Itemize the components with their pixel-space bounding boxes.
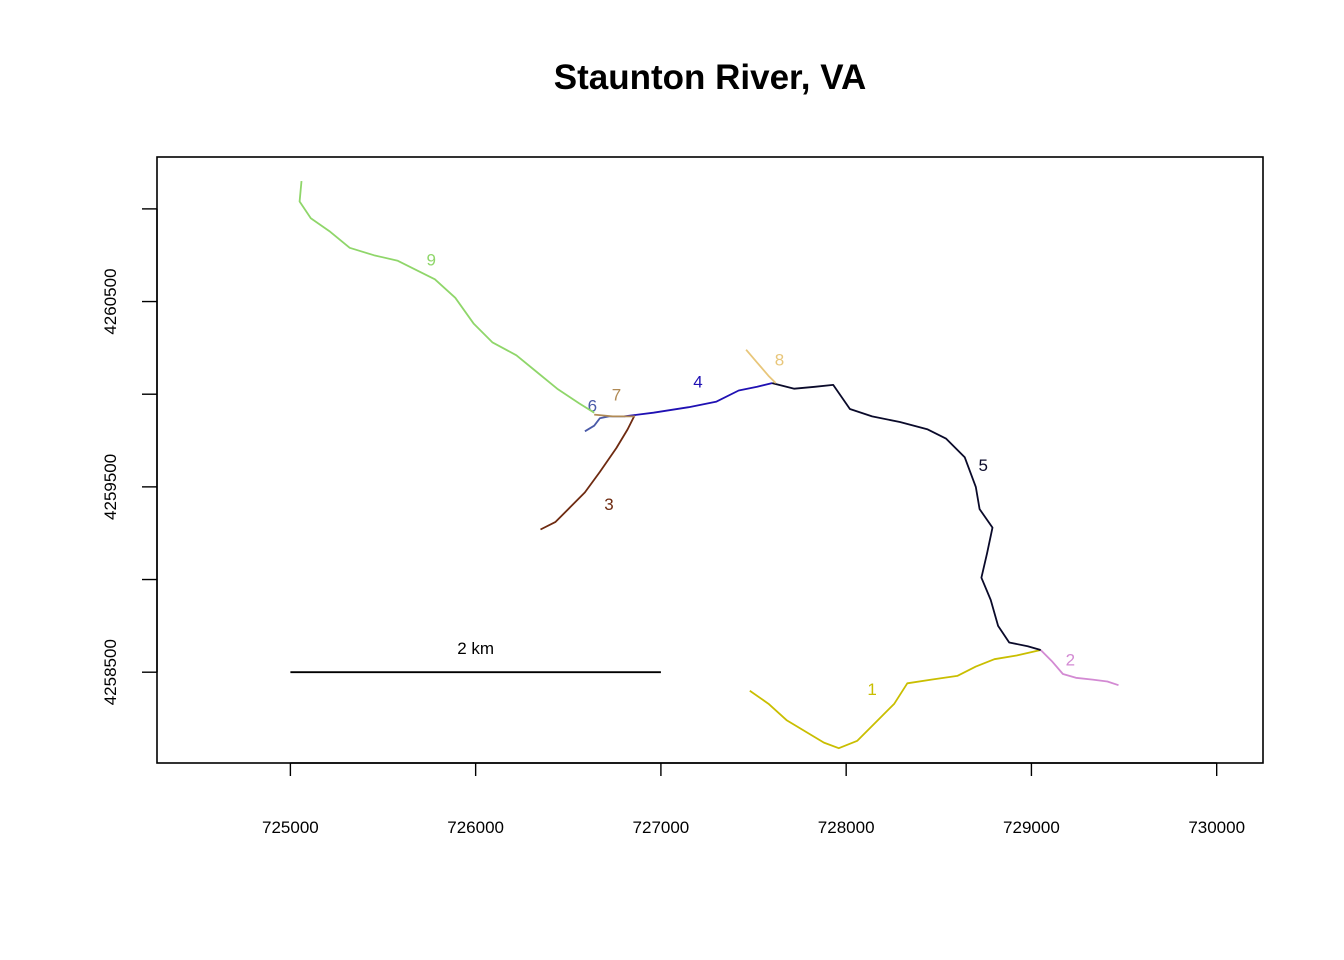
segment-label-3: 3 (604, 495, 613, 514)
scale-bar-label: 2 km (457, 639, 494, 658)
river-segment-3 (540, 414, 636, 531)
x-tick-label: 730000 (1188, 818, 1245, 837)
river-segment-7 (594, 413, 635, 418)
map-title: Staunton River, VA (553, 58, 867, 97)
river-segment-2 (1040, 649, 1119, 687)
river-segment-1 (749, 649, 1041, 750)
x-tick-label: 726000 (447, 818, 504, 837)
segment-label-5: 5 (979, 456, 988, 475)
river-segment-4 (623, 382, 773, 418)
x-tick-label: 725000 (262, 818, 319, 837)
y-tick-label: 4258500 (101, 639, 120, 705)
river-segment-9 (298, 181, 595, 414)
segment-label-7: 7 (612, 386, 621, 405)
x-tick-label: 729000 (1003, 818, 1060, 837)
segment-label-6: 6 (588, 397, 597, 416)
y-tick-label: 4260500 (101, 268, 120, 334)
x-tick-label: 728000 (818, 818, 875, 837)
segment-label-9: 9 (426, 250, 435, 269)
segment-label-8: 8 (775, 350, 784, 369)
segment-label-4: 4 (693, 373, 702, 392)
segment-label-2: 2 (1066, 651, 1075, 670)
river-segment-8 (745, 349, 777, 384)
segment-label-1: 1 (867, 680, 876, 699)
x-tick-label: 727000 (633, 818, 690, 837)
river-segment-6 (584, 415, 624, 433)
y-tick-label: 4259500 (101, 454, 120, 520)
river-segment-5 (771, 382, 1041, 651)
